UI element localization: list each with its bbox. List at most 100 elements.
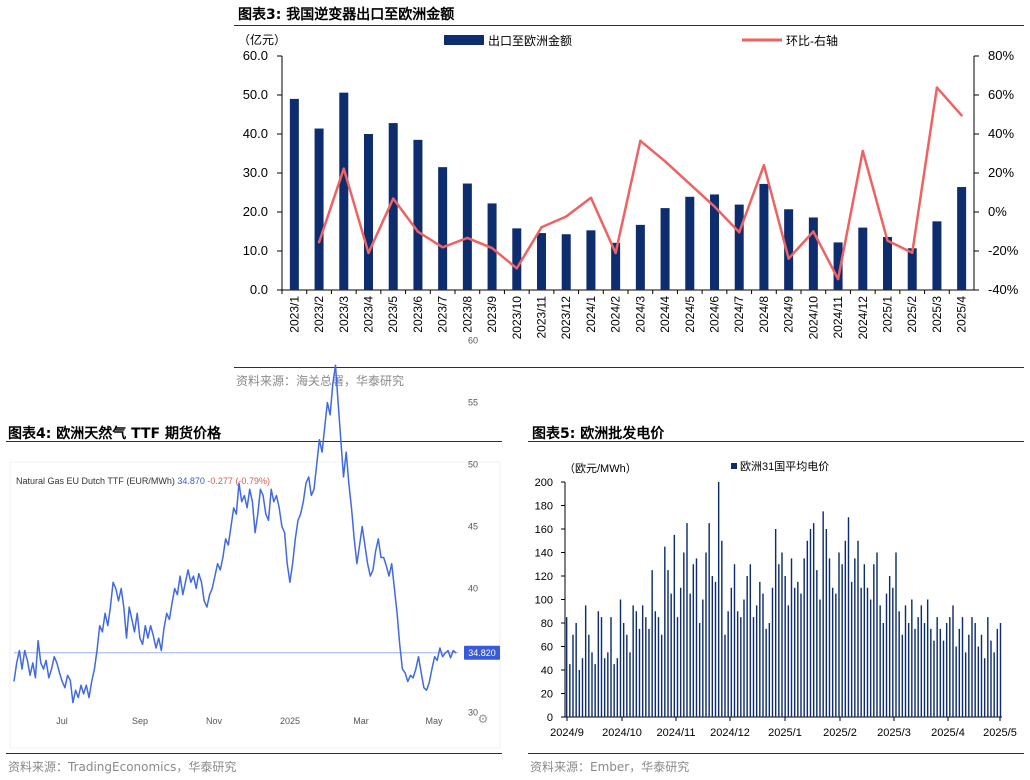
- fig5-bar: [597, 611, 600, 717]
- fig5-bar: [797, 581, 799, 717]
- fig5-bar: [724, 634, 726, 717]
- fig5-bar: [936, 617, 938, 717]
- fig4-source: 资料来源：TradingEconomics，华泰研究: [8, 760, 237, 774]
- fig3-mom-point: [490, 246, 494, 250]
- fig5-legend-label: 欧洲31国平均电价: [740, 460, 829, 473]
- fig3-left-tick-label: 0.0: [250, 282, 268, 297]
- fig3-x-tick-label: 2023/9: [485, 296, 499, 333]
- fig3-right-tick-label: -20%: [988, 243, 1019, 258]
- fig5-bar: [806, 540, 809, 717]
- fig3-x-tick-label: 2025/3: [930, 296, 944, 333]
- fig5-bar: [917, 617, 919, 717]
- fig5-bar: [999, 623, 1002, 717]
- fig5-bar: [828, 558, 831, 717]
- fig3-mom-point: [960, 114, 963, 117]
- fig4-top-rule: [6, 441, 502, 442]
- fig3-mom-point: [515, 267, 518, 270]
- fig5-bar: [629, 652, 631, 717]
- fig3-x-tick-label: 2025/1: [881, 296, 895, 333]
- fig3-x-tick-label: 2024/2: [609, 296, 623, 333]
- fig4-header-price: 34.870: [177, 476, 205, 486]
- fig3-x-tick-label: 2023/7: [436, 296, 450, 333]
- fig5-bar: [714, 581, 717, 717]
- fig3-bar: [537, 233, 546, 290]
- fig5-bar: [945, 623, 948, 717]
- fig5-bar: [838, 552, 840, 717]
- fig4-price-line: [13, 364, 457, 704]
- fig3-x-tick-label: 2023/3: [337, 296, 351, 333]
- fig5-bar: [904, 605, 907, 717]
- fig3-x-tick-label: 2024/7: [732, 296, 746, 333]
- fig3-x-tick-label: 2024/12: [856, 296, 870, 340]
- fig5-bar: [888, 576, 891, 717]
- fig3-mom-point: [762, 164, 766, 167]
- fig3-top-rule: [234, 25, 1024, 26]
- fig5-bar: [964, 652, 967, 717]
- fig5-x-tick-label: 2024/10: [602, 727, 642, 739]
- fig5-bar: [793, 587, 796, 717]
- fig5-bar: [955, 646, 957, 717]
- fig5-bar: [980, 634, 983, 717]
- fig5-bar: [860, 587, 862, 717]
- fig4-gear-icon: ⚙: [478, 712, 489, 726]
- fig5-bar: [920, 605, 923, 717]
- fig5-x-tick-label: 2024/12: [710, 727, 750, 739]
- fig4-header-name: Natural Gas EU Dutch TTF (EUR/MWh): [16, 476, 175, 486]
- fig5-bar: [850, 581, 853, 717]
- fig5-bar: [660, 634, 663, 717]
- fig5-legend-swatch: [731, 463, 737, 469]
- fig3-legend-bar-label: 出口至欧洲金额: [488, 33, 572, 48]
- fig3-mom-point: [663, 160, 667, 163]
- fig5-bar: [892, 587, 894, 717]
- fig5-bar: [816, 570, 818, 717]
- fig4-title: 图表4: 欧洲天然气 TTF 期货价格: [8, 426, 221, 442]
- fig5-bar: [863, 564, 866, 717]
- fig5-bar: [689, 593, 691, 717]
- fig3-bar: [388, 123, 398, 290]
- fig5-bar: [847, 517, 850, 717]
- fig4-y-tick-label: 55: [468, 398, 478, 408]
- fig4-x-tick-label: Nov: [206, 716, 223, 726]
- fig3-bar: [957, 187, 967, 290]
- fig5-y-tick-label: 120: [535, 571, 553, 583]
- fig5-bar: [983, 658, 986, 717]
- fig5-bar: [667, 570, 669, 717]
- fig3-mom-point: [886, 239, 889, 242]
- fig5-bottom-rule: [528, 753, 1024, 754]
- fig5-bar: [578, 670, 581, 717]
- fig5-bar: [657, 617, 660, 717]
- fig5-bar: [692, 564, 695, 717]
- fig3-right-tick-label: 20%: [988, 165, 1014, 180]
- fig5-bar: [755, 605, 758, 717]
- fig3-bar: [883, 236, 892, 290]
- fig3-x-tick-label: 2023/1: [287, 296, 301, 333]
- fig3-bar: [784, 209, 794, 290]
- fig5-bar: [882, 623, 885, 717]
- fig3-bar: [858, 227, 868, 290]
- fig3-bar: [339, 92, 349, 290]
- fig4-header-change: -0.277 (-0.79%): [207, 476, 270, 486]
- fig5-bar: [866, 587, 869, 717]
- fig3-right-tick-label: -40%: [988, 282, 1019, 297]
- fig5-bar: [721, 540, 723, 717]
- fig5-y-tick-label: 200: [535, 477, 553, 489]
- fig5-y-tick-label: 140: [535, 548, 553, 560]
- fig4-frame: [9, 461, 501, 749]
- fig5-bar: [974, 623, 976, 717]
- fig4-last-value-badge: [464, 645, 500, 660]
- fig5-bar: [952, 605, 954, 717]
- fig5-y-tick-label: 20: [541, 689, 553, 701]
- fig5-x-tick-label: 2025/4: [931, 727, 965, 739]
- fig5-bar: [695, 558, 698, 717]
- fig5-bar: [632, 605, 634, 717]
- fig3-right-tick-label: 80%: [988, 48, 1014, 63]
- fig5-bar: [565, 617, 568, 717]
- fig3-bar: [512, 228, 522, 290]
- fig5-bar: [771, 587, 774, 717]
- fig5-bar: [743, 599, 745, 717]
- fig3-x-tick-label: 2023/12: [559, 296, 573, 340]
- fig3-bar: [413, 139, 423, 290]
- fig3-x-tick-label: 2023/4: [362, 296, 376, 333]
- fig3-x-tick-label: 2023/5: [386, 296, 400, 333]
